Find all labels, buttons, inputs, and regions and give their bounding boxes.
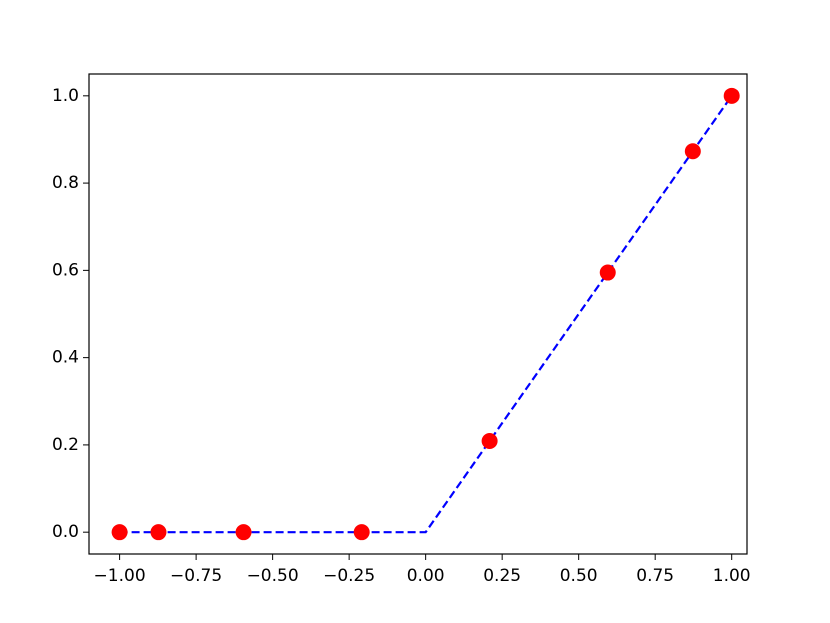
- point: [111, 524, 128, 541]
- point: [599, 264, 616, 281]
- x-tick-label: 0.50: [560, 566, 598, 586]
- y-tick-label: 0.8: [52, 173, 79, 193]
- x-tick-label: −0.25: [323, 566, 375, 586]
- point: [353, 524, 370, 541]
- point: [235, 524, 252, 541]
- x-tick-label: 0.75: [636, 566, 674, 586]
- x-tick-label: 1.00: [713, 566, 751, 586]
- point: [723, 87, 740, 104]
- point: [150, 524, 167, 541]
- line: [119, 95, 733, 534]
- point: [481, 432, 498, 449]
- x-tick-label: −1.00: [94, 566, 146, 586]
- x-tick-label: −0.50: [247, 566, 299, 586]
- plot-frame: [88, 73, 748, 555]
- y-tick-label: 0.6: [52, 260, 79, 280]
- y-tick-label: 1.0: [52, 86, 79, 106]
- y-tick-label: 0.4: [52, 348, 79, 368]
- y-tick-label: 0.0: [52, 522, 79, 542]
- x-tick-label: −0.75: [170, 566, 222, 586]
- y-tick-label: 0.2: [52, 435, 79, 455]
- x-tick-label: 0.25: [483, 566, 521, 586]
- point: [684, 143, 701, 160]
- x-tick-label: 0.00: [407, 566, 445, 586]
